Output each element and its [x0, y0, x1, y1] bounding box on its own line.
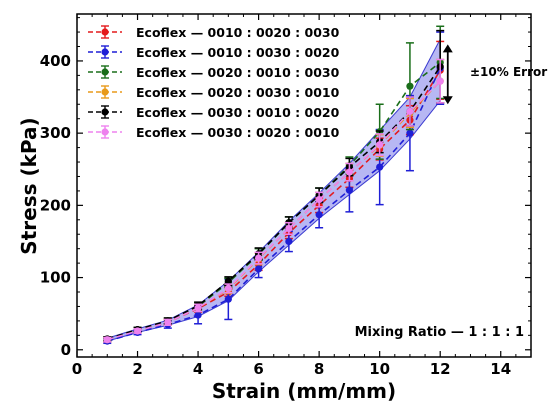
x-tick-label: 2 — [132, 360, 142, 378]
data-point — [133, 327, 142, 335]
series-line — [107, 67, 441, 342]
x-tick-label: 4 — [193, 360, 203, 378]
series-6 — [103, 58, 445, 344]
legend-label: Ecoflex — 0020 : 0030 : 0010 — [136, 85, 340, 100]
data-point — [164, 318, 172, 326]
y-axis-title: Stress (kPa) — [17, 117, 41, 254]
data-point — [103, 336, 111, 344]
y-tick-label: 200 — [40, 196, 71, 214]
error-band-lower — [107, 100, 441, 342]
series-layer — [103, 25, 445, 345]
annotation-layer: ±10% Error Mixing Ratio — 1 : 1 : 1 — [355, 44, 547, 340]
x-tick-label: 10 — [369, 360, 390, 378]
legend-item-1: Ecoflex — 0010 : 0020 : 0030 — [88, 25, 340, 40]
error-range-arrow — [442, 44, 453, 105]
y-tick-label: 100 — [40, 269, 71, 287]
x-tick-label: 0 — [72, 360, 82, 378]
legend-marker — [101, 128, 109, 136]
data-point — [194, 311, 202, 319]
data-point — [376, 141, 384, 149]
legend-label: Ecoflex — 0010 : 0020 : 0030 — [136, 25, 340, 40]
legend-marker — [101, 88, 109, 96]
error-band-upper — [107, 39, 441, 339]
x-tick-label: 8 — [314, 360, 324, 378]
x-tick-label: 14 — [490, 360, 511, 378]
legend-marker — [101, 48, 109, 56]
x-axis-title: Strain (mm/mm) — [212, 379, 396, 403]
data-point — [345, 186, 353, 194]
data-point — [224, 277, 232, 285]
legend-marker — [101, 28, 109, 36]
legend-item-5: Ecoflex — 0030 : 0010 : 0020 — [88, 105, 340, 120]
legend-label: Ecoflex — 0030 : 0020 : 0010 — [136, 125, 340, 140]
legend-item-4: Ecoflex — 0020 : 0030 : 0010 — [88, 85, 340, 100]
y-tick-label: 0 — [61, 341, 71, 359]
legend-marker — [101, 68, 109, 76]
y-tick-label: 300 — [40, 124, 71, 142]
data-point — [406, 129, 414, 137]
error-annotation: ±10% Error — [470, 65, 547, 79]
mixing-ratio-annotation: Mixing Ratio — 1 : 1 : 1 — [355, 325, 524, 340]
tick-layer: 0 2 4 6 8 10 12 14 0 100 200 300 400 — [40, 14, 531, 378]
legend-item-6: Ecoflex — 0030 : 0020 : 0010 — [88, 125, 340, 140]
error-band-layer — [107, 39, 441, 342]
data-point — [436, 77, 444, 85]
data-point — [345, 168, 353, 176]
data-point — [255, 265, 263, 273]
data-point — [315, 195, 323, 204]
data-point — [224, 284, 232, 292]
data-point — [224, 295, 232, 303]
arrow-head-up — [442, 44, 453, 53]
data-point — [406, 107, 414, 116]
x-tick-label: 6 — [253, 360, 263, 378]
legend-item-2: Ecoflex — 0010 : 0030 : 0020 — [88, 45, 340, 60]
data-point — [285, 237, 293, 246]
legend-item-3: Ecoflex — 0020 : 0010 : 0030 — [88, 65, 340, 80]
y-tick-label: 400 — [40, 52, 71, 70]
legend-label: Ecoflex — 0010 : 0030 : 0020 — [136, 45, 340, 60]
legend-marker — [101, 108, 109, 116]
legend-label: Ecoflex — 0030 : 0010 : 0020 — [136, 105, 340, 120]
data-point — [376, 163, 384, 171]
legend-label: Ecoflex — 0020 : 0010 : 0030 — [136, 65, 340, 80]
data-point — [194, 304, 202, 312]
x-tick-label: 12 — [430, 360, 451, 378]
arrow-head-down — [442, 96, 453, 105]
series-4 — [103, 58, 445, 344]
legend: Ecoflex — 0010 : 0020 : 0030 Ecoflex — 00… — [88, 25, 340, 140]
series-line — [107, 69, 441, 341]
data-point — [315, 211, 323, 219]
data-point — [285, 224, 293, 233]
data-point — [406, 82, 414, 90]
series-line — [107, 61, 441, 340]
data-point — [255, 254, 263, 262]
